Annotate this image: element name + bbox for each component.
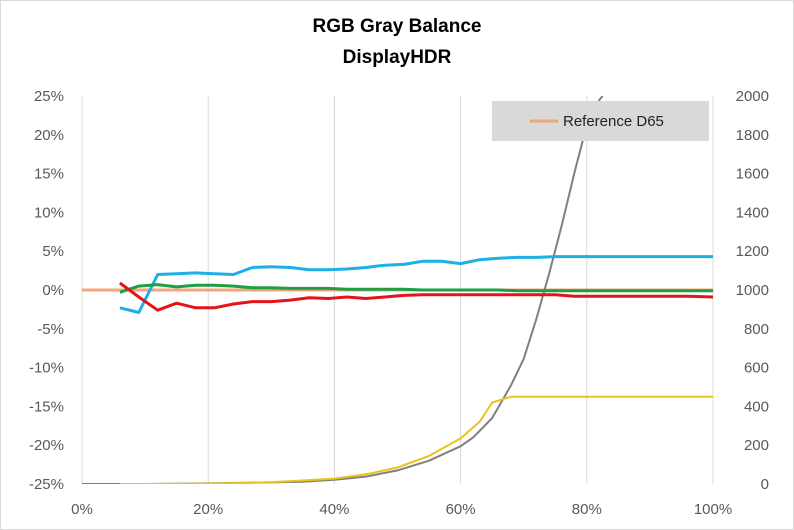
x-tick-label: 80% bbox=[572, 501, 602, 518]
y-tick-label: 5% bbox=[42, 243, 64, 260]
x-tick-label: 60% bbox=[446, 501, 476, 518]
y2-tick-label: 600 bbox=[744, 360, 769, 377]
x-tick-label: 40% bbox=[319, 501, 349, 518]
chart-subtitle: DisplayHDR bbox=[343, 47, 452, 68]
y-tick-label: 10% bbox=[34, 204, 64, 221]
y-tick-label: -20% bbox=[29, 437, 64, 454]
y-tick-label: -10% bbox=[29, 360, 64, 377]
y-tick-label: -5% bbox=[37, 321, 64, 338]
series-lines bbox=[82, 96, 713, 484]
y2-tick-label: 200 bbox=[744, 437, 769, 454]
x-tick-label: 0% bbox=[71, 501, 93, 518]
y-tick-label: 25% bbox=[34, 88, 64, 105]
y2-tick-label: 1200 bbox=[736, 243, 769, 260]
series-line-red bbox=[119, 281, 713, 312]
y-tick-label: 20% bbox=[34, 127, 64, 144]
y2-tick-label: 1800 bbox=[736, 127, 769, 144]
x-tick-label: 20% bbox=[193, 501, 223, 518]
y2-tick-label: 2000 bbox=[736, 88, 769, 105]
series-line-green bbox=[119, 283, 713, 294]
series-line-blue bbox=[119, 255, 713, 314]
axis-ticks: 0% 20% 40% 60% 80% 100% 25% 20% 15% 10% 5% 0% -5% -10… bbox=[29, 88, 769, 518]
legend-entry-label: Reference D65 bbox=[563, 113, 664, 130]
y2-tick-label: 400 bbox=[744, 398, 769, 415]
y2-tick-label: 0 bbox=[761, 476, 769, 493]
y2-tick-label: 800 bbox=[744, 321, 769, 338]
series-line-yellow bbox=[119, 395, 713, 484]
y-tick-label: -15% bbox=[29, 398, 64, 415]
x-tick-label: 100% bbox=[694, 501, 732, 518]
chart-title: RGB Gray Balance bbox=[313, 16, 482, 37]
y-tick-label: -25% bbox=[29, 476, 64, 493]
y2-tick-label: 1600 bbox=[736, 166, 769, 183]
y2-tick-label: 1000 bbox=[736, 282, 769, 299]
y-tick-label: 0% bbox=[42, 282, 64, 299]
legend: Reference D65 bbox=[492, 101, 709, 141]
y-tick-label: 15% bbox=[34, 166, 64, 183]
y2-tick-label: 1400 bbox=[736, 204, 769, 221]
legend-box bbox=[492, 101, 709, 141]
